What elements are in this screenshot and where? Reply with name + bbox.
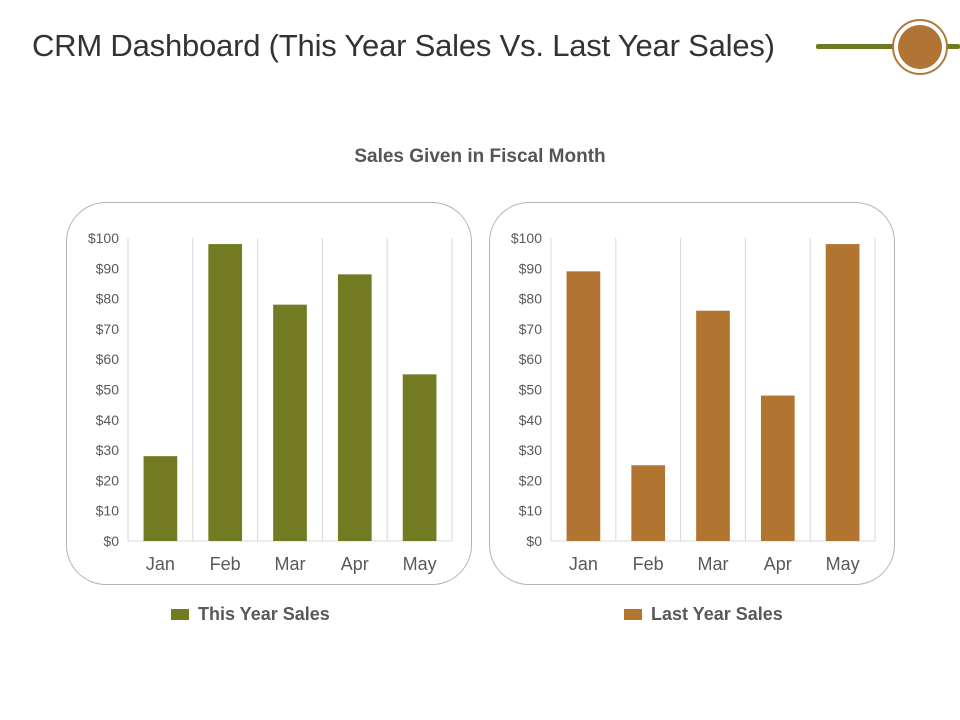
last-year-bar-apr: [760, 395, 795, 541]
legend-swatch-this-year: [171, 608, 189, 620]
chart-title: Sales Given in Fiscal Month: [354, 146, 606, 167]
this-year-y-tick-label: $60: [96, 351, 120, 367]
this-year-x-tick-label: Jan: [146, 554, 175, 574]
legend-label-last-year: Last Year Sales: [651, 603, 783, 624]
title-accent-rule: [816, 44, 960, 49]
last-year-y-tick-label: $0: [526, 533, 542, 549]
last-year-y-tick-label: $40: [519, 412, 543, 428]
last-year-chart: $0 $10 $20 $30 $40 $50 $60 $70 $80 $90 $100 Jan Feb M…: [511, 230, 876, 574]
last-year-y-tick-label: $80: [519, 291, 543, 307]
this-year-y-tick-label: $40: [96, 412, 120, 428]
last-year-bar-jan: [566, 271, 601, 541]
last-year-y-tick-label: $10: [519, 503, 543, 519]
legend-label-this-year: This Year Sales: [198, 603, 330, 624]
last-year-y-tick-label: $20: [519, 472, 543, 488]
last-year-x-tick-label: Apr: [764, 554, 792, 574]
this-year-bar-apr: [337, 274, 372, 541]
last-year-y-tick-label: $70: [519, 321, 543, 337]
this-year-x-tick-label: Feb: [210, 554, 241, 574]
this-year-x-tick-label: Apr: [341, 554, 369, 574]
this-year-y-tick-label: $50: [96, 382, 120, 398]
page-title: CRM Dashboard (This Year Sales Vs. Last …: [32, 28, 775, 63]
last-year-y-tick-label: $60: [519, 351, 543, 367]
this-year-y-tick-label: $80: [96, 291, 120, 307]
this-year-y-tick-label: $20: [96, 472, 120, 488]
this-year-bar-jan: [143, 456, 178, 541]
this-year-y-tick-label: $70: [96, 321, 120, 337]
this-year-bar-may: [402, 374, 437, 541]
last-year-bar-feb: [631, 465, 666, 541]
title-accent-dot: [898, 25, 942, 69]
last-year-y-tick-label: $30: [519, 442, 543, 458]
this-year-bar-feb: [208, 244, 243, 541]
last-year-x-tick-label: Jan: [569, 554, 598, 574]
last-year-y-tick-label: $90: [519, 260, 543, 276]
this-year-y-tick-label: $30: [96, 442, 120, 458]
this-year-y-tick-label: $90: [96, 260, 120, 276]
last-year-bar-may: [825, 244, 860, 541]
last-year-x-tick-label: May: [826, 554, 860, 574]
last-year-chart-panel: $0 $10 $20 $30 $40 $50 $60 $70 $80 $90 $100 Jan Feb M…: [489, 202, 895, 585]
this-year-chart: $0 $10 $20 $30 $40 $50 $60 $70 $80 $90 $100 Jan Feb M…: [88, 230, 453, 574]
last-year-bar-mar: [696, 310, 730, 541]
last-year-x-tick-label: Feb: [633, 554, 664, 574]
this-year-bar-mar: [273, 304, 307, 541]
last-year-x-tick-label: Mar: [698, 554, 729, 574]
legend-last-year: Last Year Sales: [624, 602, 783, 626]
this-year-x-tick-label: May: [403, 554, 437, 574]
legend-swatch-last-year: [624, 608, 642, 620]
this-year-x-tick-label: Mar: [275, 554, 306, 574]
this-year-y-tick-label: $10: [96, 503, 120, 519]
this-year-chart-panel: $0 $10 $20 $30 $40 $50 $60 $70 $80 $90 $100 Jan Feb M…: [66, 202, 472, 585]
last-year-y-tick-label: $100: [511, 230, 542, 246]
last-year-y-tick-label: $50: [519, 382, 543, 398]
this-year-y-tick-label: $0: [103, 533, 119, 549]
this-year-y-tick-label: $100: [88, 230, 119, 246]
legend-this-year: This Year Sales: [171, 602, 330, 626]
